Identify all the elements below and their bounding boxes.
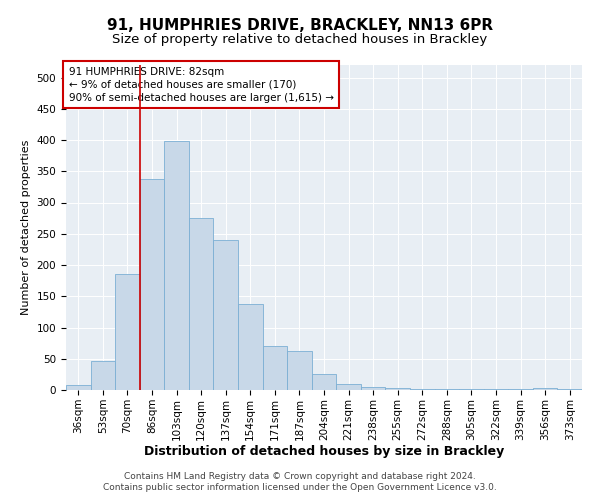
Bar bbox=[508, 389, 533, 390]
Bar bbox=[484, 389, 508, 390]
Bar bbox=[385, 388, 410, 390]
Text: Contains HM Land Registry data © Crown copyright and database right 2024.
Contai: Contains HM Land Registry data © Crown c… bbox=[103, 472, 497, 492]
Text: 91 HUMPHRIES DRIVE: 82sqm
← 9% of detached houses are smaller (170)
90% of semi-: 91 HUMPHRIES DRIVE: 82sqm ← 9% of detach… bbox=[68, 66, 334, 103]
Text: 91, HUMPHRIES DRIVE, BRACKLEY, NN13 6PR: 91, HUMPHRIES DRIVE, BRACKLEY, NN13 6PR bbox=[107, 18, 493, 32]
Bar bbox=[533, 388, 557, 390]
Bar bbox=[189, 218, 214, 390]
Bar bbox=[312, 374, 336, 390]
Bar bbox=[459, 389, 484, 390]
Bar bbox=[238, 304, 263, 390]
Bar bbox=[214, 240, 238, 390]
Bar bbox=[287, 350, 312, 390]
Bar bbox=[115, 274, 140, 390]
Text: Size of property relative to detached houses in Brackley: Size of property relative to detached ho… bbox=[112, 32, 488, 46]
Bar bbox=[164, 141, 189, 390]
Bar bbox=[66, 385, 91, 390]
Bar bbox=[361, 387, 385, 390]
Y-axis label: Number of detached properties: Number of detached properties bbox=[21, 140, 31, 315]
X-axis label: Distribution of detached houses by size in Brackley: Distribution of detached houses by size … bbox=[144, 446, 504, 458]
Bar bbox=[434, 389, 459, 390]
Bar bbox=[336, 384, 361, 390]
Bar bbox=[410, 389, 434, 390]
Bar bbox=[557, 389, 582, 390]
Bar bbox=[140, 179, 164, 390]
Bar bbox=[91, 360, 115, 390]
Bar bbox=[263, 346, 287, 390]
